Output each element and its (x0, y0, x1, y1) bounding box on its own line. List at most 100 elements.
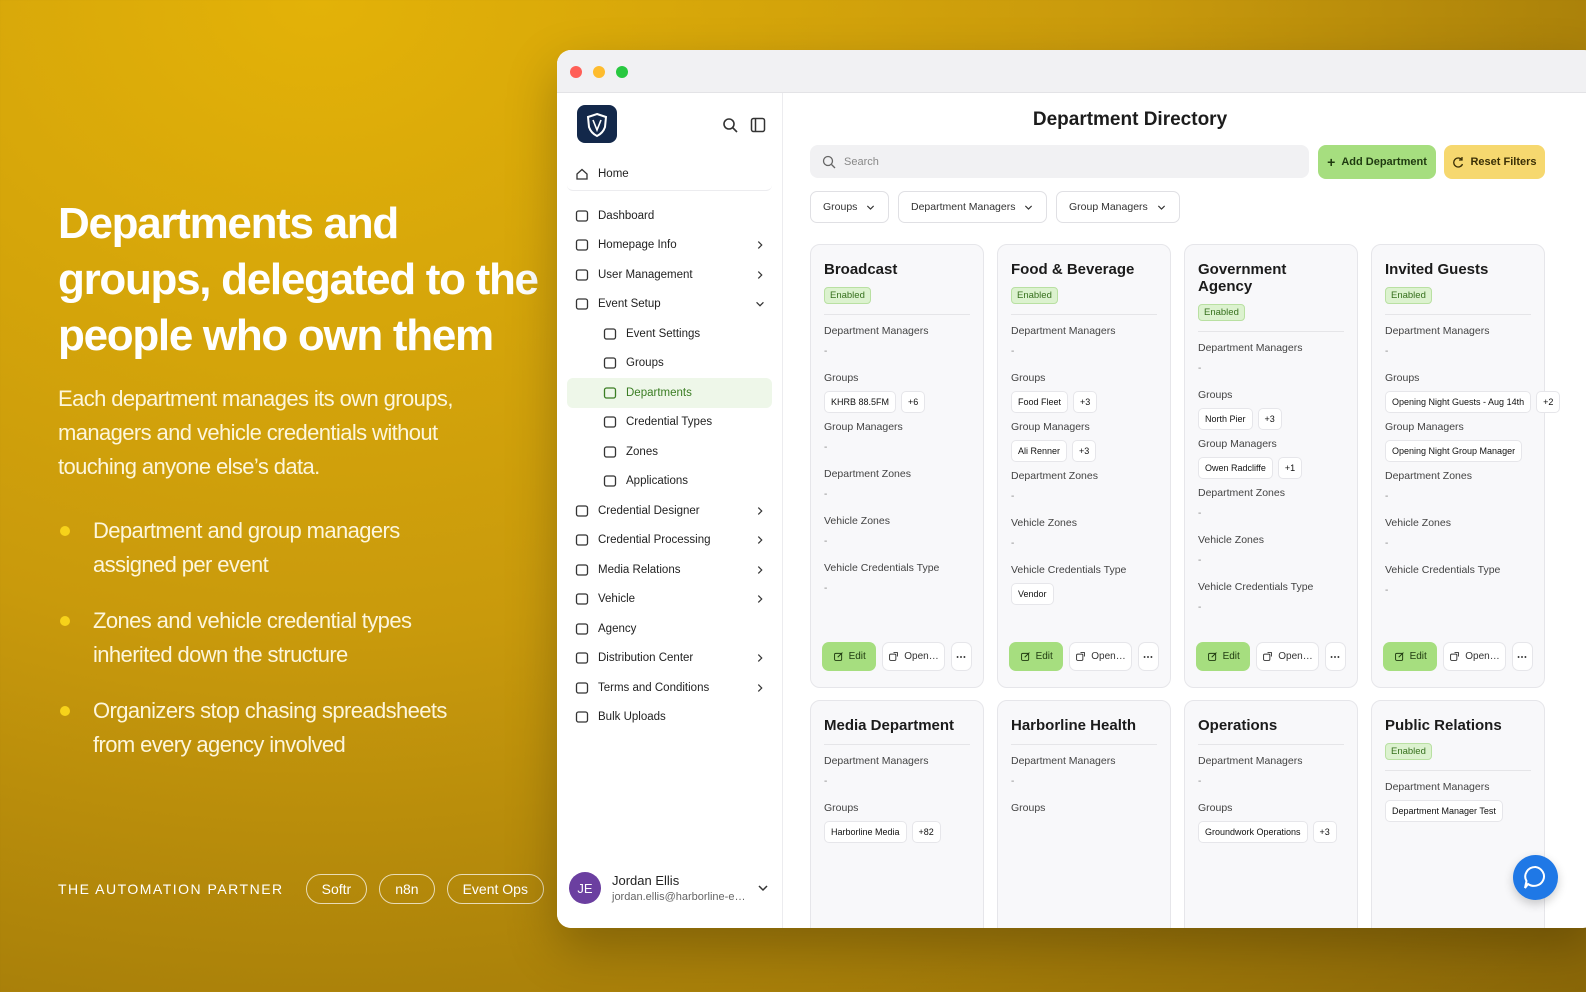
search-input[interactable]: Search (810, 145, 1309, 178)
nav-item[interactable]: Event Settings (567, 319, 772, 349)
nav-item[interactable]: Home (567, 157, 772, 191)
nav-item[interactable]: Applications (567, 467, 772, 497)
field-label: Groups (824, 372, 859, 384)
chip-row: North Pier +3 (1198, 408, 1344, 430)
department-card[interactable]: Food & Beverage Enabled Department Manager… (997, 244, 1171, 688)
nav-icon (575, 652, 589, 664)
nav-item[interactable]: Zones (567, 437, 772, 467)
button-label: Edit (1222, 651, 1240, 662)
more-button[interactable] (1511, 642, 1533, 671)
open-button[interactable]: Open… (1069, 642, 1132, 671)
nav-item[interactable]: Departments (567, 378, 772, 408)
nav-item[interactable]: Media Relations (567, 555, 772, 585)
chat-button[interactable] (1513, 855, 1558, 900)
chip: North Pier (1198, 408, 1253, 430)
user-profile[interactable]: JE Jordan Ellis jordan.ellis@harborline-e… (569, 872, 769, 904)
filter-dropdown[interactable]: Group Managers (1056, 191, 1180, 223)
open-button[interactable]: Open… (1256, 642, 1319, 671)
nav-item[interactable]: Credential Processing (567, 526, 772, 556)
refresh-icon (1453, 157, 1464, 168)
more-button[interactable] (1137, 642, 1159, 671)
field-label: Groups (1011, 802, 1046, 814)
button-label: Add Department (1341, 156, 1427, 168)
nav-icon (575, 623, 589, 635)
field-value: - (1385, 491, 1389, 502)
button-label: Edit (1035, 651, 1053, 662)
nav-item[interactable]: Bulk Uploads (567, 703, 772, 733)
tag[interactable]: Softr (305, 874, 368, 904)
nav-item[interactable]: Groups (567, 349, 772, 379)
chip: +3 (1073, 391, 1098, 413)
department-card[interactable]: Government Agency Enabled Department Manag… (1184, 244, 1358, 688)
close-dot[interactable] (570, 66, 582, 78)
nav-item[interactable]: Credential Types (567, 408, 772, 438)
chevron (867, 205, 875, 210)
reset-button[interactable]: Reset Filters (1444, 145, 1545, 179)
chip: +82 (911, 821, 941, 843)
chip-row: Opening Night Guests - Aug 14th +2 (1385, 391, 1561, 413)
logo[interactable] (577, 105, 617, 143)
status-badge: Enabled (1385, 743, 1432, 760)
field-label: Vehicle Zones (1385, 517, 1451, 529)
chip: +6 (901, 391, 926, 413)
chip: +2 (1536, 391, 1561, 413)
nav-item[interactable]: Distribution Center (567, 644, 772, 674)
edit-icon (1394, 652, 1404, 661)
status-badge: Enabled (1198, 304, 1245, 321)
field-label: Group Managers (1011, 421, 1090, 433)
chevron (757, 241, 763, 250)
tag[interactable]: Event Ops (446, 874, 544, 904)
nav-item[interactable]: Dashboard (567, 201, 772, 231)
logo-icon (586, 112, 608, 138)
chip: Opening Night Group Manager (1385, 440, 1523, 462)
panel-icon[interactable] (750, 117, 766, 133)
nav-label: Zones (626, 445, 658, 458)
home-icon (576, 168, 588, 180)
nav-item[interactable]: Homepage Info (567, 231, 772, 261)
field-label: Vehicle Credentials Type (1385, 564, 1501, 576)
chip: +1 (1277, 457, 1303, 479)
more-button[interactable] (950, 642, 972, 671)
chip: Harborline Media (824, 821, 907, 843)
tag[interactable]: n8n (379, 874, 435, 904)
open-button[interactable]: Open… (882, 642, 945, 671)
nav-icon (603, 328, 617, 340)
department-card[interactable]: Broadcast Enabled Department Managers - Grou… (810, 244, 984, 688)
chevron (1025, 205, 1033, 210)
department-card[interactable]: Harborline Health Department Managers - Gro… (997, 700, 1171, 928)
open-button[interactable]: Open… (1443, 642, 1506, 671)
add-button[interactable]: + Add Department (1318, 145, 1436, 179)
search-icon[interactable] (722, 117, 738, 133)
edit-button[interactable]: Edit (1009, 642, 1064, 671)
nav-item[interactable]: Event Setup (567, 290, 772, 320)
department-card[interactable]: Operations Department Managers - Groups Grou… (1184, 700, 1358, 928)
field-label: Department Managers (824, 325, 929, 337)
edit-button[interactable]: Edit (822, 642, 877, 671)
field-label: Groups (1198, 389, 1233, 401)
filter-dropdown[interactable]: Groups (810, 191, 890, 223)
nav-item[interactable]: User Management (567, 260, 772, 290)
hero: Departments and groups, delegated to the… (58, 196, 539, 784)
more-button[interactable] (1324, 642, 1346, 671)
department-card[interactable]: Media Department Department Managers - Grou… (810, 700, 984, 928)
chip: Groundwork Operations (1198, 821, 1308, 843)
app-window: Home Dashboard Homepage Info User Managemen… (557, 50, 1586, 928)
minimize-dot[interactable] (593, 66, 605, 78)
chip: +3 (1312, 821, 1337, 843)
nav-item[interactable]: Terms and Conditions (567, 673, 772, 703)
footer-label: THE AUTOMATION PARTNER (58, 881, 284, 897)
edit-button[interactable]: Edit (1383, 642, 1438, 671)
department-card[interactable]: Invited Guests Enabled Department Managers… (1371, 244, 1561, 688)
filter-dropdown[interactable]: Department Managers (898, 191, 1048, 223)
field-value: - (824, 583, 828, 594)
divider (1385, 314, 1531, 315)
edit-icon (833, 652, 843, 661)
chip-row: Harborline Media +82 (824, 821, 970, 843)
nav-item[interactable]: Credential Designer (567, 496, 772, 526)
nav-item[interactable]: Agency (567, 614, 772, 644)
maximize-dot[interactable] (616, 66, 628, 78)
nav-item[interactable]: Vehicle (567, 585, 772, 615)
edit-button[interactable]: Edit (1196, 642, 1251, 671)
nav-icon (575, 682, 589, 694)
field-label: Vehicle Zones (1011, 517, 1077, 529)
